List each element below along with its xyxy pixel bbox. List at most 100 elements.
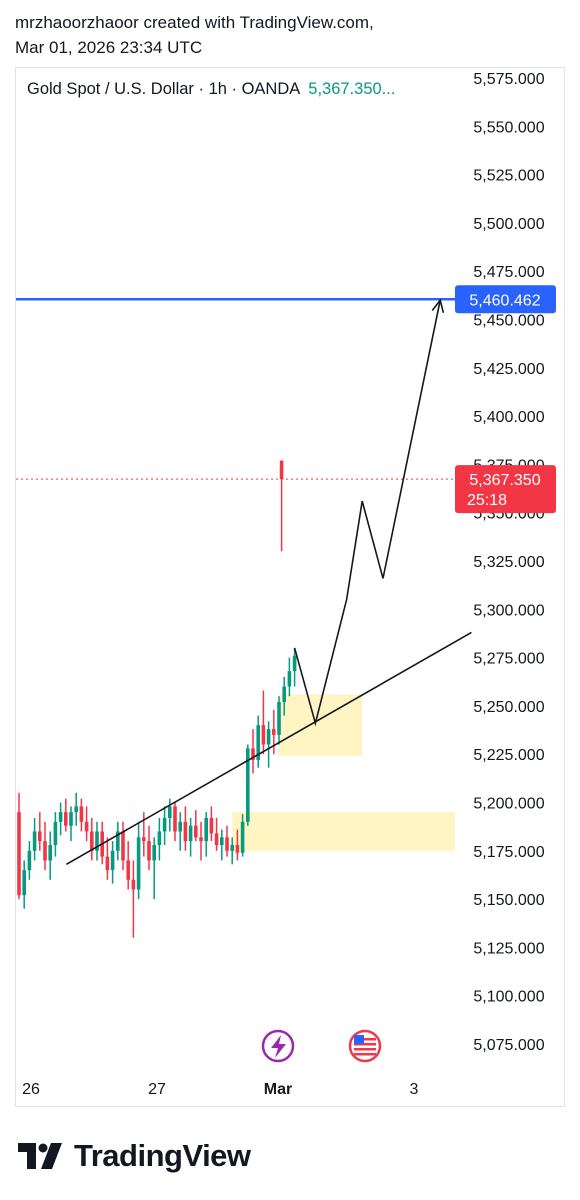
candle[interactable] [105,856,110,871]
timestamp-line: Mar 01, 2026 23:34 UTC [15,38,203,57]
candle[interactable] [22,870,26,896]
candle[interactable] [204,817,208,842]
candle[interactable] [282,686,286,703]
candle[interactable] [209,817,214,834]
candle[interactable] [136,837,141,890]
candle[interactable] [58,812,63,822]
us-flag-stripe [354,1048,376,1051]
candle[interactable] [235,845,240,853]
candle[interactable] [214,833,219,846]
candle[interactable] [90,831,94,851]
demand-zone[interactable] [232,812,455,851]
y-tick-label: 5,175.000 [473,844,544,861]
candle[interactable] [188,825,193,842]
us-flag-stripe [354,1053,376,1056]
y-tick-label: 5,125.000 [473,940,544,957]
y-tick-label: 5,300.000 [473,602,544,619]
candle[interactable] [277,702,281,735]
candle[interactable] [240,821,245,853]
y-tick-label: 5,100.000 [473,989,544,1006]
x-tick-label: 3 [410,1081,419,1098]
y-tick-label: 5,400.000 [473,409,544,426]
y-tick-label: 5,425.000 [473,361,544,378]
candle[interactable] [48,845,52,861]
candle[interactable] [95,831,99,851]
candle[interactable] [69,812,73,826]
countdown-text: 25:18 [467,492,507,509]
tradingview-logo[interactable]: TradingView [18,1138,251,1174]
candle[interactable] [168,806,172,818]
y-tick-label: 5,200.000 [473,796,544,813]
x-tick-label: 27 [148,1081,166,1098]
lightning-icon-bolt [271,1035,286,1058]
x-tick-label: Mar [264,1081,292,1098]
us-flag-stripe [354,1038,376,1041]
candle[interactable] [121,831,125,861]
last-price: 5,367.350... [308,80,396,98]
candle[interactable] [246,748,250,822]
y-tick-label: 5,150.000 [473,892,544,909]
projection-arrowhead [431,298,445,313]
candle[interactable] [43,841,47,861]
candle[interactable] [183,821,188,842]
y-tick-label: 5,225.000 [473,747,544,764]
candle[interactable] [256,725,260,760]
y-tick-label: 5,525.000 [473,168,544,185]
candle[interactable] [266,729,271,745]
candle[interactable] [131,879,136,890]
candle[interactable] [110,850,115,871]
us-flag-icon[interactable] [348,1029,382,1063]
candle[interactable] [79,806,84,822]
candle[interactable] [152,845,156,861]
candle[interactable] [116,831,120,851]
candle[interactable] [199,837,203,842]
us-flag-canton [354,1035,364,1044]
candle[interactable] [74,806,78,813]
symbol-legend[interactable]: Gold Spot / U.S. Dollar · 1h · OANDA 5,36… [27,80,395,99]
candle[interactable] [220,837,224,846]
candle[interactable] [64,812,68,826]
y-tick-label: 5,250.000 [473,699,544,716]
candle[interactable] [178,821,182,832]
candle[interactable] [292,655,297,672]
candle[interactable] [53,821,58,846]
last-price-text: 5,367.350 [469,472,540,489]
tradingview-logo-icon [18,1143,62,1169]
target-price-badge: 5,460.462 [455,285,556,314]
y-tick-label: 5,275.000 [473,651,544,668]
candle[interactable] [32,831,37,851]
candle[interactable] [173,806,177,832]
candle[interactable] [261,725,266,745]
projection-path[interactable] [293,300,441,727]
candle[interactable] [251,748,255,760]
author-line: mrzhaoorzhaoor created with TradingView.… [15,13,374,32]
candle[interactable] [279,460,284,480]
candle[interactable] [27,850,32,871]
target-price-bg [455,285,556,314]
candle[interactable] [17,812,21,896]
candle[interactable] [126,860,130,880]
candle[interactable] [147,841,151,861]
candle[interactable] [162,817,167,832]
candle[interactable] [38,831,42,842]
candle[interactable] [142,837,146,842]
symbol-name: Gold Spot / U.S. Dollar · 1h · OANDA [27,80,301,98]
lightning-icon[interactable] [261,1029,295,1063]
y-tick-label: 5,075.000 [473,1037,544,1054]
candle[interactable] [225,837,229,851]
y-tick-label: 5,500.000 [473,216,544,233]
last-price-bg [455,465,556,514]
candle[interactable] [194,825,198,838]
candle[interactable] [287,671,292,687]
chart-frame [15,67,565,1107]
candle[interactable] [272,729,276,735]
us-flag-stripe [354,1043,376,1046]
y-tick-label: 5,450.000 [473,313,544,330]
watermark-header: mrzhaoorzhaoor created with TradingView.… [15,10,374,60]
candle[interactable] [230,845,234,851]
trendline[interactable] [66,631,472,866]
candle[interactable] [157,831,162,846]
candle[interactable] [84,821,89,832]
y-tick-label: 5,575.000 [473,71,544,88]
